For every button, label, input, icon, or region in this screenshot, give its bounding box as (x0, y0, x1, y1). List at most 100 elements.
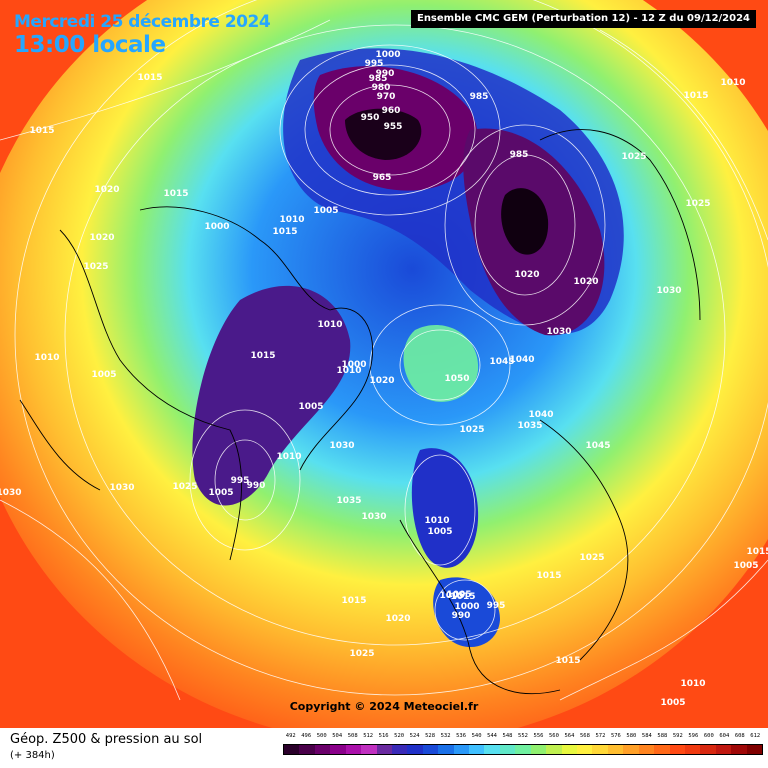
pressure-label: 1015 (137, 73, 162, 83)
pressure-label: 1025 (349, 649, 374, 659)
pressure-label: 1000 (341, 360, 366, 370)
legend-value: 548 (502, 733, 513, 739)
legend-value: 540 (471, 733, 482, 739)
pressure-label: 1020 (369, 376, 394, 386)
legend-value: 496 (301, 733, 312, 739)
legend-value: 608 (734, 733, 745, 739)
legend-value: 536 (456, 733, 467, 739)
legend-swatch (438, 745, 454, 754)
pressure-label: 1045 (489, 357, 514, 367)
pressure-label: 1025 (459, 425, 484, 435)
legend-value: 600 (703, 733, 714, 739)
legend-swatch (746, 745, 763, 754)
pressure-label: 1010 (279, 215, 304, 225)
pressure-label: 1040 (528, 410, 553, 420)
legend-swatch (592, 745, 608, 754)
pressure-label: 980 (372, 83, 391, 93)
map-title: Géop. Z500 & pression au sol (10, 732, 203, 747)
legend-value: 500 (316, 733, 327, 739)
legend-value: 592 (672, 733, 683, 739)
pressure-label: 1020 (94, 185, 119, 195)
pressure-label: 1025 (621, 152, 646, 162)
legend-swatch (299, 745, 315, 754)
legend-value: 584 (641, 733, 652, 739)
legend-swatch (530, 745, 547, 754)
legend-swatch (391, 745, 408, 754)
legend-value: 512 (363, 733, 374, 739)
legend-value: 576 (610, 733, 621, 739)
pressure-label: 990 (247, 481, 266, 491)
pressure-label: 1030 (656, 286, 681, 296)
legend-swatch (577, 745, 593, 754)
pressure-label: 1010 (276, 452, 301, 462)
legend-swatch (499, 745, 516, 754)
pressure-label: 1015 (29, 126, 54, 136)
model-info-bar: Ensemble CMC GEM (Perturbation 12) - 12 … (411, 10, 756, 28)
legend-swatch (453, 745, 470, 754)
legend-value: 532 (440, 733, 451, 739)
pressure-label: 1020 (89, 233, 114, 243)
legend-value: 524 (409, 733, 420, 739)
pressure-label: 1015 (555, 656, 580, 666)
pressure-label: 965 (373, 173, 392, 183)
pressure-label: 1005 (733, 561, 758, 571)
legend-value: 560 (549, 733, 559, 739)
legend-color-scale (283, 744, 763, 755)
pressure-label: 1045 (585, 441, 610, 451)
pressure-label: 985 (470, 92, 489, 102)
pressure-label: 1030 (329, 441, 354, 451)
pressure-label: 1015 (250, 351, 275, 361)
legend-value: 564 (564, 733, 575, 739)
geopotential-map: 1000995990985980970950960955965985985100… (0, 0, 768, 728)
mediterranean-low (433, 577, 500, 648)
legend-swatch (422, 745, 439, 754)
legend-value: 580 (626, 733, 637, 739)
isobars (0, 0, 768, 701)
legend-value: 612 (750, 733, 761, 739)
legend-value: 572 (595, 733, 606, 739)
pressure-label: 985 (369, 74, 388, 84)
legend-swatch (669, 745, 685, 754)
pressure-label: 960 (382, 106, 401, 116)
pressure-label: 1005 (298, 402, 323, 412)
pressure-label: 990 (452, 611, 471, 621)
pressure-label: 1030 (361, 512, 386, 522)
legend-value: 492 (285, 733, 296, 739)
pressure-label: 1035 (336, 496, 361, 506)
forecast-time: 13:00 locale (14, 32, 166, 58)
pressure-label: 1025 (685, 199, 710, 209)
legend-swatch (638, 745, 655, 754)
atlantic-low (411, 448, 479, 568)
pressure-label: 1035 (517, 421, 542, 431)
pressure-label: 1015 (341, 596, 366, 606)
pressure-label: 1015 (272, 227, 297, 237)
legend-value: 552 (518, 733, 528, 739)
pressure-label: 1015 (536, 571, 561, 581)
legend-swatch (345, 745, 362, 754)
pressure-label: 950 (361, 113, 380, 123)
pressure-labels: 1000995990985980970950960955965985985100… (0, 50, 768, 708)
pressure-label: 1015 (163, 189, 188, 199)
coastlines (19, 129, 701, 695)
legend-swatch (284, 745, 300, 754)
pressure-label: 970 (377, 92, 396, 102)
pressure-label: 1015 (450, 592, 475, 602)
pressure-label: 1030 (109, 483, 134, 493)
pressure-label: 1030 (0, 488, 22, 498)
legend-swatch (515, 745, 531, 754)
pressure-label: 1025 (579, 553, 604, 563)
pressure-label: 1010 (424, 516, 449, 526)
pressure-label: 1010 (34, 353, 59, 363)
pressure-label: 1005 (660, 698, 685, 708)
copyright-text: Copyright © 2024 Meteociel.fr (289, 700, 479, 713)
pressure-label: 1005 (427, 527, 452, 537)
legend-swatch (715, 745, 732, 754)
pressure-label: 995 (231, 476, 250, 486)
greenland-high (403, 324, 479, 402)
legend-value: 556 (533, 733, 544, 739)
legend-value: 528 (425, 733, 436, 739)
pressure-label: 1015 (683, 91, 708, 101)
pressure-label: 1000 (454, 602, 479, 612)
forecast-date: Mercredi 25 décembre 2024 (14, 12, 271, 32)
